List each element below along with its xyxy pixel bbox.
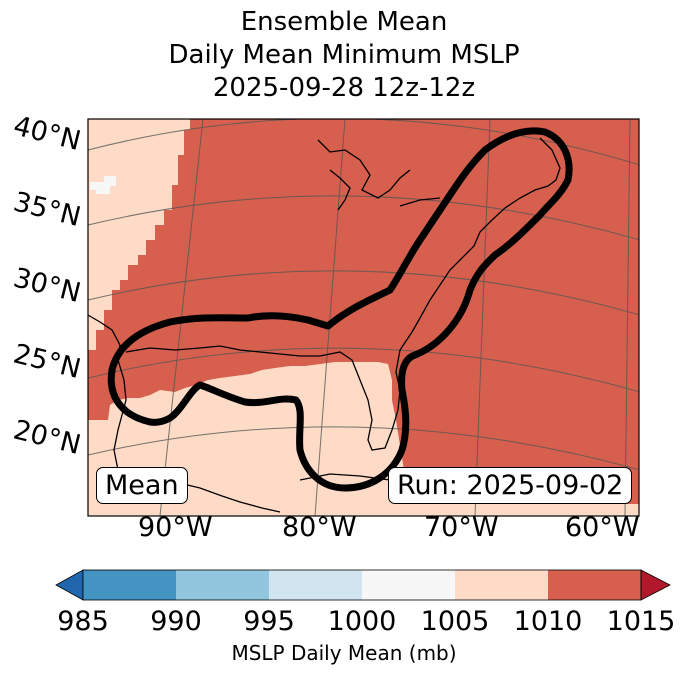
lon-label-80w: 80°W <box>282 512 357 543</box>
colorbar-tick: 1010 <box>513 606 583 637</box>
colorbar-tick: 995 <box>243 606 295 637</box>
run-label: Run: 2025-09-02 <box>388 467 633 504</box>
coastlines <box>88 137 561 513</box>
title-line-2: Daily Mean Minimum MSLP <box>168 40 520 70</box>
title-line-3: 2025-09-28 12z-12z <box>212 73 476 103</box>
colorbar-tick: 985 <box>57 606 109 637</box>
colorbar-extend-high <box>640 569 671 601</box>
colorbar-segment <box>269 570 362 600</box>
colorbar-segment <box>176 570 269 600</box>
colorbar <box>55 569 671 601</box>
colorbar-segment <box>455 570 548 600</box>
colorbar-extend-low <box>55 569 84 601</box>
pressure-field-1000-patch <box>90 176 116 194</box>
title-line-1: Ensemble Mean <box>240 7 448 37</box>
graticule <box>88 119 639 516</box>
map-frame <box>87 118 640 517</box>
colorbar-segment <box>362 570 455 600</box>
colorbar-segment <box>548 570 641 600</box>
colorbar-tick: 1005 <box>420 606 490 637</box>
colorbar-frame <box>82 569 642 601</box>
pressure-field-1005-south <box>88 362 639 516</box>
colorbar-segment <box>83 570 176 600</box>
mean-contour <box>107 127 573 492</box>
colorbar-tick: 1000 <box>327 606 397 637</box>
mean-label: Mean <box>96 467 188 504</box>
lon-label-90w: 90°W <box>138 512 213 543</box>
lon-label-60w: 60°W <box>565 512 640 543</box>
lon-label-70w: 70°W <box>424 512 499 543</box>
colorbar-label: MSLP Daily Mean (mb) <box>231 641 457 665</box>
colorbar-tick: 990 <box>150 606 202 637</box>
colorbar-tick: 1015 <box>606 606 676 637</box>
